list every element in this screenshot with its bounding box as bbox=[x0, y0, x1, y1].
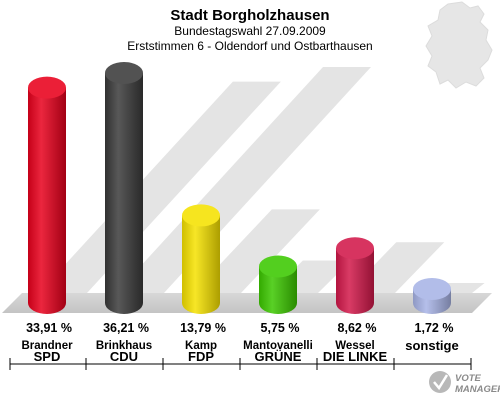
category-label: SPD bbox=[34, 349, 61, 364]
chart-title: Stadt Borgholzhausen bbox=[170, 7, 329, 24]
vote-manager-logo: VOTE MANAGER bbox=[429, 371, 500, 395]
value-label: 1,72 % bbox=[415, 321, 454, 335]
bar-die-linke bbox=[336, 237, 374, 314]
bar-fdp bbox=[182, 204, 220, 314]
bar-body bbox=[336, 248, 374, 314]
bar-body bbox=[28, 87, 66, 314]
bar-top bbox=[28, 76, 66, 99]
bar-spd bbox=[28, 76, 66, 314]
bars bbox=[28, 62, 451, 314]
chart-subtitle-date: Bundestagswahl 27.09.2009 bbox=[174, 24, 326, 38]
candidate-label: Mantovanelli bbox=[243, 340, 313, 352]
bar-body bbox=[182, 215, 220, 314]
svg-text:VOTE: VOTE bbox=[455, 373, 482, 384]
bar-top bbox=[336, 237, 374, 260]
bar-shadow bbox=[116, 67, 371, 293]
bar-shadow bbox=[39, 81, 281, 293]
value-label: 13,79 % bbox=[180, 321, 226, 335]
category-label: FDP bbox=[188, 349, 214, 364]
germany-map-icon bbox=[425, 1, 493, 89]
background-shadows bbox=[39, 67, 485, 293]
chart-subtitle-district: Erststimmen 6 - Oldendorf und Ostbarthau… bbox=[127, 39, 372, 53]
candidate-label: Kamp bbox=[185, 340, 217, 352]
bar-top bbox=[105, 62, 143, 84]
bar-top bbox=[413, 278, 451, 300]
candidate-label: Wessel bbox=[335, 340, 374, 352]
value-label: 8,62 % bbox=[338, 321, 377, 335]
bar-body bbox=[105, 73, 143, 314]
category-label: DIE LINKE bbox=[323, 349, 388, 364]
value-label: 33,91 % bbox=[26, 321, 72, 335]
bar-sonstige bbox=[413, 278, 451, 314]
bar-grüne bbox=[259, 255, 297, 314]
value-label: 5,75 % bbox=[261, 321, 300, 335]
value-label: 36,21 % bbox=[103, 321, 149, 335]
bar-cdu bbox=[105, 62, 143, 314]
candidate-label: Brandner bbox=[21, 340, 73, 352]
category-label: GRÜNE bbox=[255, 349, 302, 364]
bar-body bbox=[259, 266, 297, 314]
bar-shadow bbox=[193, 209, 320, 293]
category-label: sonstige bbox=[405, 338, 458, 353]
bar-top bbox=[182, 204, 220, 227]
category-label: CDU bbox=[110, 349, 138, 364]
bar-top bbox=[259, 255, 297, 278]
svg-text:MANAGER: MANAGER bbox=[455, 384, 500, 395]
candidate-label: Brinkhaus bbox=[96, 340, 152, 352]
